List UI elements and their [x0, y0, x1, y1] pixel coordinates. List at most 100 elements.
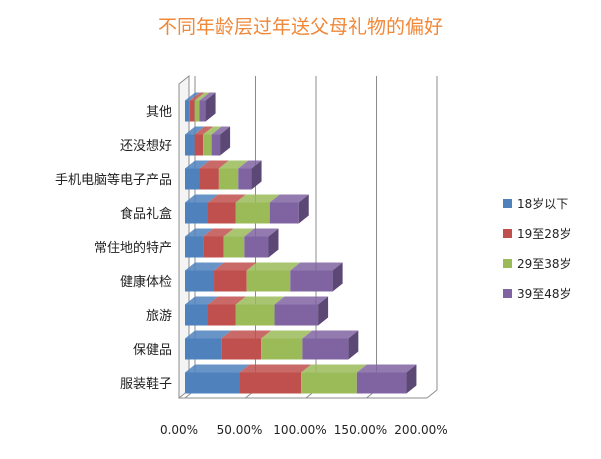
bar-segment [211, 134, 221, 156]
bar-top [203, 126, 222, 135]
bar-end [318, 296, 329, 326]
bar-segment [218, 168, 239, 190]
x-tick-label: 50.00% [217, 423, 263, 437]
legend-swatch [503, 199, 512, 208]
category-label: 食品礼盒 [120, 206, 172, 222]
bar-top [194, 126, 214, 135]
bar-top [199, 92, 216, 101]
bar-top [185, 126, 205, 135]
bar-top [235, 296, 285, 305]
bar-segment [214, 270, 247, 292]
bar-segment [261, 338, 303, 360]
category-label: 旅游 [146, 309, 172, 324]
bar-top [290, 262, 343, 271]
bar-segment [189, 100, 195, 122]
bar-top [223, 228, 255, 237]
bar-segment [207, 202, 236, 224]
bar-top [199, 160, 229, 169]
bar-top [194, 92, 210, 101]
bar-top [235, 194, 280, 203]
bar-segment [185, 372, 240, 394]
bar-segment [274, 304, 319, 326]
x-tick-label: 0.00% [160, 423, 198, 437]
category-label: 其他 [146, 105, 172, 120]
category-label: 常住地的特产 [94, 240, 172, 256]
bar-top [221, 330, 272, 339]
bar-segment [185, 338, 222, 360]
bar-top [207, 194, 246, 203]
category-label: 服装鞋子 [120, 376, 172, 392]
bar-top [185, 160, 210, 169]
legend-entry: 19至28岁 [517, 226, 572, 241]
bar-segment [185, 168, 200, 190]
bar-top [301, 364, 367, 373]
bar-segment [235, 202, 270, 224]
bar-top [185, 262, 225, 271]
legend-swatch [503, 259, 512, 268]
bar-segment [301, 372, 357, 394]
bar-segment [246, 270, 291, 292]
bar-segment [203, 134, 212, 156]
bar-segment [199, 100, 206, 122]
bar-segment [185, 304, 208, 326]
bar-end [220, 126, 231, 156]
legend-entry: 29至38岁 [517, 256, 572, 271]
bar-end [205, 92, 216, 122]
bar-top [218, 160, 249, 169]
category-label: 手机电脑等电子产品 [55, 172, 172, 188]
bar-top [203, 228, 234, 237]
bar-top [274, 296, 329, 305]
bar-top [239, 364, 312, 373]
legend-swatch [503, 289, 512, 298]
chart-title: 不同年龄层过年送父母礼物的偏好 [157, 16, 443, 38]
legend-entry: 39至48岁 [517, 286, 572, 301]
bar-top [214, 262, 257, 271]
bar-segment [221, 338, 262, 360]
bar-segment [185, 236, 204, 258]
legend-entry: 18岁以下 [517, 196, 568, 211]
bars [185, 92, 417, 394]
bar-segment [203, 236, 224, 258]
bar-segment [223, 236, 245, 258]
bar-segment [185, 100, 190, 122]
x-tick-label: 100.00% [273, 423, 326, 437]
bar-segment [207, 304, 236, 326]
bar-segment [239, 372, 302, 394]
bar-top [185, 364, 250, 373]
bar-segment [185, 270, 215, 292]
bar-top [356, 364, 417, 373]
category-label: 还没想好 [120, 138, 172, 154]
bar-top [246, 262, 301, 271]
bar-end [406, 364, 417, 394]
bar-segment [235, 304, 275, 326]
bar-segment [356, 372, 407, 394]
bar-end [332, 262, 343, 292]
bar-segment [290, 270, 333, 292]
x-tick-label: 150.00% [334, 423, 387, 437]
bar-segment [194, 100, 200, 122]
bar-segment [185, 202, 208, 224]
bar-top [185, 194, 218, 203]
bar-segment [244, 236, 269, 258]
bar-top [269, 194, 309, 203]
bar-segment [269, 202, 299, 224]
bar-end [298, 194, 309, 224]
bar-top [189, 92, 205, 101]
bar-top [261, 330, 313, 339]
bar-top [185, 92, 200, 101]
bar-segment [185, 134, 195, 156]
bar-segment [194, 134, 204, 156]
bar-top [238, 160, 262, 169]
legend-swatch [503, 229, 512, 238]
bar-end [251, 160, 262, 190]
x-tick-label: 200.00% [394, 423, 447, 437]
bar-end [268, 228, 279, 258]
bar-top [185, 330, 232, 339]
category-label: 健康体检 [120, 274, 172, 290]
bar-segment [238, 168, 252, 190]
bar-segment [302, 338, 349, 360]
legend: 18岁以下 19至28岁 29至38岁 39至48岁 [503, 196, 572, 301]
bar-top [185, 296, 218, 305]
